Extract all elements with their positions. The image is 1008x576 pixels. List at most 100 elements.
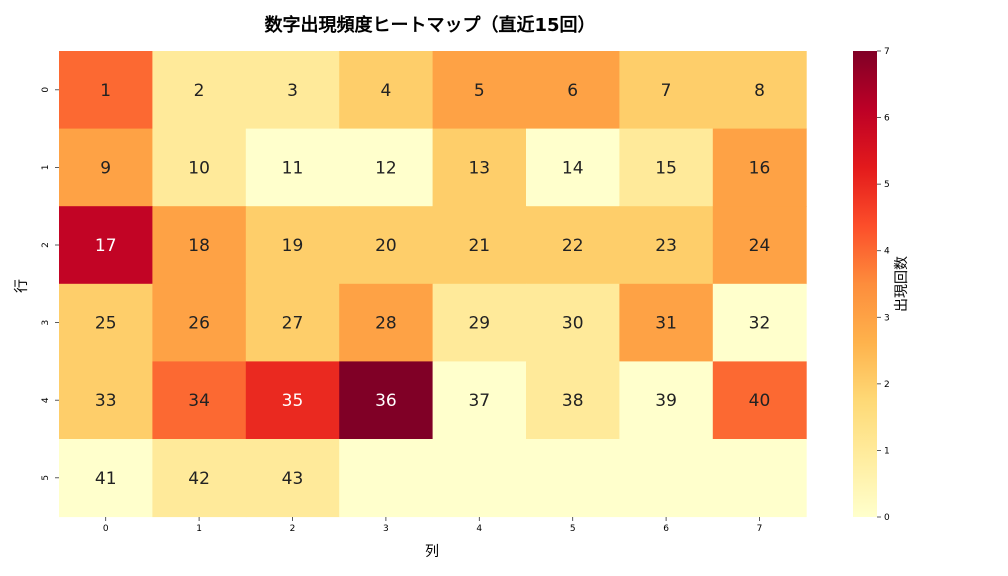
cell-number-label: 40	[749, 391, 771, 411]
colorbar-tick-label: 5	[884, 180, 890, 190]
heatmap-cell	[152, 361, 247, 440]
heatmap-cell	[712, 51, 807, 130]
heatmap-cell	[339, 51, 434, 130]
cell-number-label: 23	[655, 236, 677, 256]
cell-number-label: 17	[95, 236, 117, 256]
heatmap-cell	[526, 206, 620, 285]
cell-number-label: 9	[100, 158, 111, 178]
x-tick-label: 3	[383, 524, 389, 534]
heatmap-cell	[712, 128, 807, 207]
heatmap-cell	[712, 283, 807, 362]
heatmap-cell	[526, 283, 620, 362]
heatmap-cell	[339, 361, 434, 440]
cell-number-label: 19	[282, 236, 304, 256]
y-tick-label: 2	[41, 242, 51, 248]
cell-number-label: 43	[282, 469, 304, 489]
y-tick-label: 4	[41, 397, 51, 403]
colorbar-tick-label: 4	[884, 247, 890, 257]
y-tick-label: 0	[41, 87, 51, 93]
heatmap-cell	[339, 283, 434, 362]
heatmap-cell	[245, 361, 340, 440]
heatmap-cell	[432, 439, 527, 518]
heatmap-cell	[152, 439, 247, 518]
heatmap-cell	[619, 439, 714, 518]
heatmap-cell	[245, 283, 340, 362]
x-tick-label: 5	[570, 524, 576, 534]
cell-number-label: 37	[468, 391, 490, 411]
cell-number-label: 11	[282, 158, 304, 178]
cell-number-label: 2	[194, 81, 205, 101]
y-axis-ticks: 0 1 2 3 4 5	[41, 87, 59, 481]
colorbar-ticks: 0 1 2 3 4 5 6 7	[877, 47, 890, 523]
heatmap-cell	[59, 283, 153, 362]
heatmap-cell	[526, 361, 620, 440]
heatmap-cell	[712, 361, 807, 440]
heatmap-cell	[432, 51, 527, 130]
heatmap-cell	[712, 206, 807, 285]
cell-number-label: 22	[562, 236, 584, 256]
cell-number-label: 31	[655, 314, 677, 334]
chart-title: 数字出現頻度ヒートマップ（直近15回）	[264, 14, 595, 36]
cell-number-label: 16	[749, 158, 771, 178]
heatmap-cell	[152, 51, 247, 130]
cell-number-label: 13	[468, 158, 490, 178]
colorbar	[853, 51, 877, 517]
colorbar-tick-label: 2	[884, 380, 890, 390]
cell-number-label: 35	[282, 391, 304, 411]
colorbar-tick-label: 3	[884, 313, 890, 323]
colorbar-tick-label: 0	[884, 513, 890, 523]
heatmap-cell	[245, 128, 340, 207]
heatmap-cell	[619, 283, 714, 362]
x-tick-label: 2	[290, 524, 296, 534]
cell-number-label: 21	[468, 236, 490, 256]
colorbar-tick-label: 1	[884, 446, 890, 456]
cell-number-label: 3	[287, 81, 298, 101]
cell-number-label: 32	[749, 314, 771, 334]
y-tick-label: 3	[41, 320, 51, 326]
heatmap-cell	[619, 361, 714, 440]
cell-number-label: 10	[188, 158, 210, 178]
heatmap-cell	[245, 439, 340, 518]
heatmap-cell	[339, 128, 434, 207]
heatmap-cell	[59, 439, 153, 518]
heatmap-cell	[59, 206, 153, 285]
cell-number-label: 25	[95, 314, 117, 334]
cell-number-label: 8	[754, 81, 765, 101]
heatmap-cell	[432, 361, 527, 440]
cell-number-label: 36	[375, 391, 397, 411]
heatmap-cell	[526, 51, 620, 130]
x-axis-label: 列	[425, 544, 439, 560]
heatmap-cell	[619, 206, 714, 285]
colorbar-tick-label: 6	[884, 114, 890, 124]
heatmap-cell	[245, 51, 340, 130]
heatmap-cell	[59, 361, 153, 440]
cell-number-label: 6	[567, 81, 578, 101]
heatmap-cell	[339, 439, 434, 518]
cell-number-label: 4	[380, 81, 391, 101]
cell-number-label: 20	[375, 236, 397, 256]
cell-number-label: 7	[661, 81, 672, 101]
heatmap-cell	[432, 283, 527, 362]
heatmap-cell	[59, 128, 153, 207]
cell-number-label: 14	[562, 158, 584, 178]
heatmap-cell	[432, 206, 527, 285]
cell-number-label: 5	[474, 81, 485, 101]
x-tick-label: 0	[103, 524, 109, 534]
heatmap-cell	[245, 206, 340, 285]
cell-number-label: 15	[655, 158, 677, 178]
cell-number-label: 28	[375, 314, 397, 334]
y-tick-label: 5	[41, 475, 51, 481]
cell-number-label: 26	[188, 314, 210, 334]
heatmap-cell	[526, 439, 620, 518]
cell-number-label: 12	[375, 158, 397, 178]
y-tick-label: 1	[41, 165, 51, 171]
cell-number-label: 34	[188, 391, 210, 411]
cell-number-label: 24	[749, 236, 771, 256]
heatmap-cell	[339, 206, 434, 285]
cell-number-label: 29	[468, 314, 490, 334]
heatmap-cell	[712, 439, 807, 518]
x-tick-label: 1	[196, 524, 202, 534]
cell-number-label: 18	[188, 236, 210, 256]
